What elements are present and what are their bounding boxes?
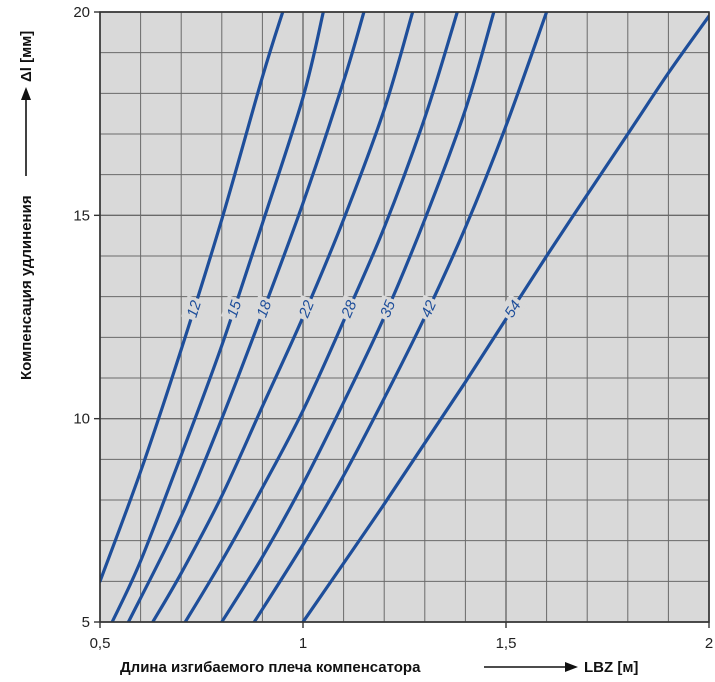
curve-label-54: 54	[501, 298, 524, 321]
y-axis-unit: Δl [мм]	[18, 31, 35, 82]
x-tick-label: 2	[705, 635, 713, 652]
curve-label-bg	[498, 294, 527, 324]
curve-label-42: 42	[418, 297, 441, 320]
curve-label-18: 18	[254, 298, 276, 320]
curve-labels: 12 15 18 22 28 35 42 54	[181, 294, 527, 324]
x-axis-arrow-head	[565, 662, 578, 672]
curve-22	[151, 12, 415, 622]
curve-label-bg	[374, 294, 402, 323]
x-tick-label: 1	[299, 635, 307, 652]
curves	[100, 12, 709, 622]
curve-28	[183, 12, 459, 622]
y-axis-label: Компенсация удлинения	[18, 195, 35, 380]
curve-label-bg	[181, 295, 207, 323]
x-axis-unit: LBZ [м]	[584, 659, 638, 676]
plot-frame	[99, 11, 710, 623]
tick-labels: 0,5 1 1,5 2 5 10 15 20	[73, 4, 713, 652]
curve-label-35: 35	[377, 297, 399, 320]
curve-label-bg	[335, 294, 363, 323]
y-tick-label: 10	[73, 411, 90, 428]
curve-15	[110, 12, 325, 622]
curve-label-12: 12	[184, 298, 205, 320]
y-axis-arrow-head	[21, 87, 31, 100]
curve-54	[301, 14, 709, 622]
curve-35	[220, 12, 496, 622]
x-tick-label: 0,5	[90, 635, 111, 652]
curve-12	[100, 12, 285, 583]
curve-42	[252, 12, 549, 622]
y-tick-label: 15	[73, 207, 90, 224]
curve-label-15: 15	[224, 298, 246, 320]
curve-label-22: 22	[295, 297, 318, 320]
y-tick-label: 20	[73, 4, 90, 21]
curve-label-28: 28	[338, 297, 361, 321]
x-tick-label: 1,5	[496, 635, 517, 652]
curve-label-bg	[250, 295, 278, 323]
axes	[99, 11, 710, 623]
curve-label-bg	[292, 294, 320, 323]
y-tick-label: 5	[82, 614, 90, 631]
curve-label-bg	[414, 294, 443, 324]
x-axis-label: Длина изгибаемого плеча компенсатора	[120, 659, 421, 676]
curve-label-bg	[221, 295, 247, 323]
